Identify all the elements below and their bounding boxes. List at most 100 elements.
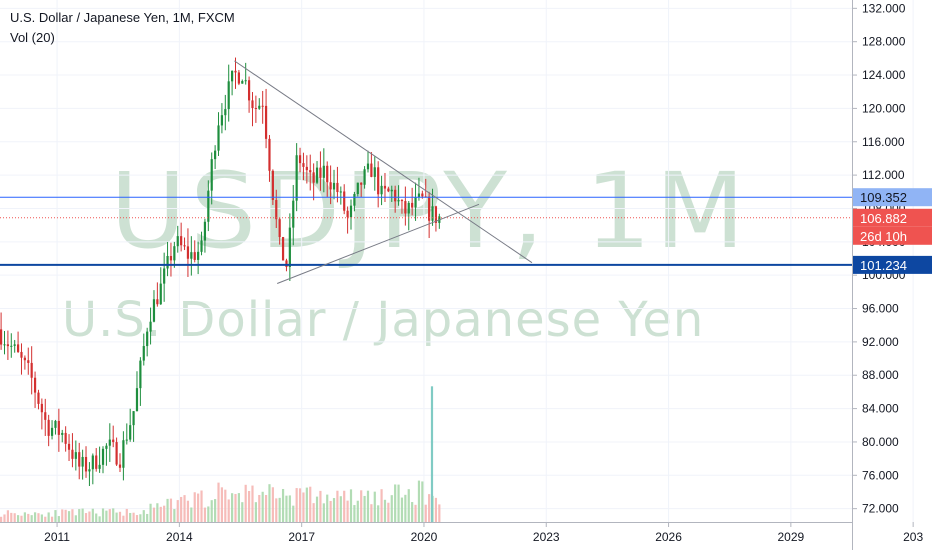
candle (78, 442, 81, 480)
volume-bar (10, 512, 13, 522)
candle-body (54, 420, 57, 428)
volume-bar (258, 494, 261, 522)
candle-body (387, 188, 390, 192)
candle-body (197, 251, 200, 260)
volume-bar (16, 515, 20, 522)
candle (173, 241, 176, 268)
volume-bar (122, 515, 125, 522)
volume-bar (81, 508, 84, 522)
candle-body (428, 196, 431, 221)
candle-body (183, 245, 186, 247)
candle (146, 327, 149, 357)
volume-bar (98, 516, 101, 522)
volume-bar (64, 509, 67, 522)
candle-body (383, 185, 387, 189)
candle-body (414, 197, 417, 208)
volume-bar (30, 515, 33, 522)
volume-bar (163, 505, 166, 522)
candle (360, 182, 363, 198)
candle-body (268, 138, 271, 171)
volume-bar (197, 493, 200, 522)
candle (54, 419, 57, 435)
candle-body (108, 439, 111, 446)
volume-bar (227, 499, 230, 522)
candle-body (339, 191, 342, 193)
indicator-label[interactable]: Vol (20) (10, 30, 55, 45)
candle (129, 408, 132, 442)
volume-bar (50, 516, 54, 522)
candle-body (356, 182, 359, 195)
volume-bar (370, 504, 373, 522)
candle-body (190, 252, 193, 259)
candle (377, 161, 380, 208)
candle (135, 371, 139, 412)
candle-body (394, 189, 397, 202)
candle (61, 429, 64, 443)
candle (13, 339, 16, 353)
symbol-title[interactable]: U.S. Dollar / Japanese Yen, 1M, FXCM (10, 10, 235, 25)
candle (264, 88, 268, 149)
volume-bar (61, 509, 64, 522)
volume-bar (275, 498, 278, 522)
volume-bar (214, 499, 217, 522)
volume-bar (237, 493, 240, 522)
last-price-label-bg (853, 208, 932, 227)
candle (411, 187, 414, 216)
candle (434, 205, 438, 232)
candle (424, 178, 427, 198)
legend: U.S. Dollar / Japanese Yen, 1M, FXCM Vol… (10, 8, 235, 48)
candle-body (227, 81, 230, 110)
candle (50, 420, 54, 440)
candle (244, 62, 247, 85)
x-tick-label: 2023 (533, 530, 560, 544)
candle (227, 64, 230, 122)
candle-body (149, 321, 152, 332)
candle-body (20, 351, 23, 358)
candle-body (47, 419, 50, 436)
volume-bar (74, 515, 77, 522)
volume-bar (336, 490, 339, 522)
candle-body (71, 449, 74, 459)
candle-body (152, 299, 156, 322)
volume-bar (332, 498, 336, 522)
volume-bar (285, 495, 288, 522)
candle-body (139, 360, 142, 389)
candle-body (258, 105, 261, 109)
y-tick-label: 124.000 (862, 68, 906, 82)
candle-body (186, 246, 190, 259)
candle (390, 185, 393, 202)
y-tick-label: 128.000 (862, 35, 906, 49)
volume-bar (349, 489, 353, 522)
volume-bar (387, 502, 390, 522)
y-tick-label: 80.000 (862, 435, 899, 449)
volume-bar (421, 481, 424, 522)
candle-body (105, 445, 108, 449)
candle-body (349, 205, 353, 218)
volume-bar (44, 516, 47, 522)
volume-bar (132, 512, 135, 522)
volume-bar (166, 498, 169, 522)
candle (176, 225, 179, 253)
volume-bar (312, 503, 315, 522)
volume-bar (129, 512, 132, 522)
y-tick-label: 92.000 (862, 335, 899, 349)
candle (329, 165, 332, 205)
volume-bar (20, 515, 23, 522)
candle-body (224, 109, 227, 116)
candle (400, 199, 404, 214)
candle (71, 433, 74, 468)
candle-body (6, 344, 9, 347)
candle-body (115, 442, 118, 465)
volume-bar (254, 502, 257, 522)
volume-bar (309, 486, 312, 522)
candle-body (112, 439, 115, 443)
volume-bar (139, 514, 142, 522)
candle-body (309, 170, 312, 173)
candle (217, 112, 220, 156)
candle-body (84, 456, 88, 472)
countdown-label: 26d 10h (853, 226, 932, 245)
volume-bar (173, 509, 176, 522)
candle (142, 333, 145, 366)
candle-body (288, 227, 291, 267)
